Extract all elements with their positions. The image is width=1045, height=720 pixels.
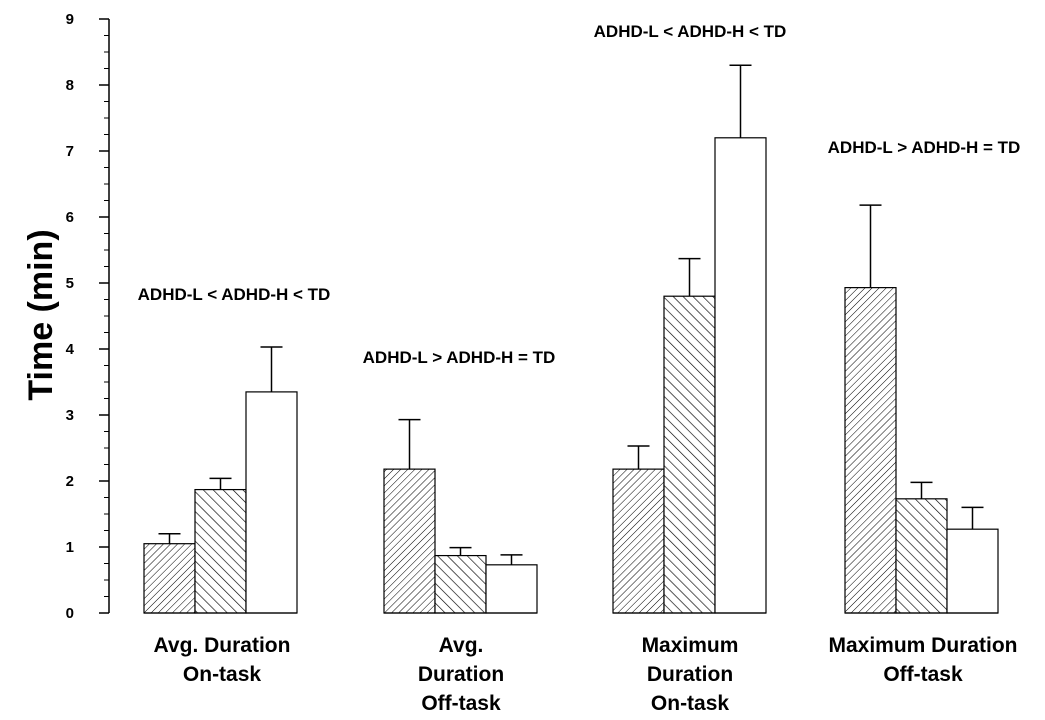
error-bars <box>158 64 984 565</box>
annotation: ADHD-L < ADHD-H < TD <box>594 22 787 41</box>
x-category-label: On-task <box>183 663 262 686</box>
bar <box>383 468 436 614</box>
y-tick-label: 3 <box>66 407 74 424</box>
annotation: ADHD-L > ADHD-H = TD <box>828 138 1021 157</box>
y-tick-label: 7 <box>66 143 74 160</box>
y-tick-label: 8 <box>66 77 74 94</box>
bar <box>194 488 247 614</box>
annotation: ADHD-L < ADHD-H < TD <box>138 285 331 304</box>
bar <box>612 468 665 614</box>
y-axis-title: Time (min) <box>22 229 60 400</box>
x-axis-labels: Avg. Duration On-task Avg. Duration Off-task… <box>154 634 1018 715</box>
x-category-label: On-task <box>651 692 730 715</box>
x-category-label: Duration <box>647 663 733 686</box>
bar <box>245 391 298 614</box>
x-category-label: Avg. Duration <box>154 634 291 657</box>
y-tick-label: 6 <box>66 209 74 226</box>
bar <box>714 137 767 614</box>
x-category-label: Avg. <box>439 634 484 657</box>
y-tick-label: 2 <box>66 473 74 490</box>
bar <box>895 498 948 614</box>
y-tick-label: 5 <box>66 275 74 292</box>
y-tick-label: 1 <box>66 539 74 556</box>
bars <box>143 137 999 614</box>
x-category-label: Off-task <box>421 692 501 715</box>
bar <box>663 295 716 614</box>
bar <box>143 543 196 614</box>
x-category-label: Duration <box>418 663 504 686</box>
bar <box>434 554 487 614</box>
annotation: ADHD-L > ADHD-H = TD <box>363 348 556 367</box>
y-tick-label: 0 <box>66 605 74 622</box>
bar <box>844 287 897 614</box>
bar <box>946 528 999 614</box>
y-tick-label: 4 <box>66 341 75 358</box>
y-tick-label: 9 <box>66 11 74 28</box>
bar <box>485 564 538 614</box>
y-axis: 0 1 2 3 4 5 6 7 8 9 <box>66 11 110 622</box>
annotations: ADHD-L < ADHD-H < TD ADHD-L > ADHD-H = TD… <box>138 22 1021 367</box>
x-category-label: Maximum <box>642 634 739 657</box>
x-category-label: Off-task <box>883 663 963 686</box>
x-category-label: Maximum Duration <box>828 634 1017 657</box>
